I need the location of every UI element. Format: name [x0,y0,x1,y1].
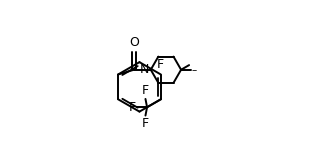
Text: F: F [156,57,164,71]
Text: F: F [129,101,136,114]
Text: O: O [129,36,139,49]
Text: N: N [140,63,149,76]
Text: –: – [191,65,197,75]
Text: F: F [142,118,149,130]
Text: F: F [142,84,149,97]
